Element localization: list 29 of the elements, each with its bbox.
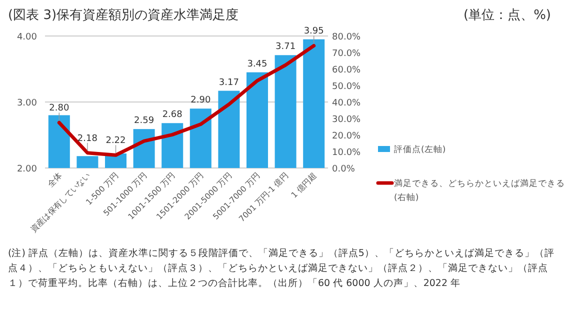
text: (単位：点、%): [464, 7, 551, 24]
y2-tick-label: 40.0%: [332, 98, 362, 108]
y2-tick-label: 50.0%: [332, 82, 362, 92]
y2-tick-label: 60.0%: [332, 66, 362, 76]
y2-tick-label: 0.0%: [332, 164, 356, 174]
x-tick-label: 全体: [46, 171, 64, 189]
y-tick-label: 4.00: [16, 32, 38, 42]
chart-title: (図表 3)保有資産額別の資産水準満足度: [8, 7, 239, 24]
data-label: 2.90: [190, 96, 211, 106]
y2-tick-label: 20.0%: [332, 132, 362, 142]
data-label: 3.17: [218, 78, 239, 88]
y-tick-label: 2.00: [16, 164, 38, 174]
x-tick-label: 1 億円超: [290, 171, 318, 200]
y-tick-label: 3.00: [16, 98, 38, 108]
legend-label: 評価点(左軸): [394, 144, 446, 155]
data-label: 3.71: [276, 42, 296, 52]
data-label: 2.59: [134, 116, 154, 126]
data-label: 2.22: [106, 136, 126, 146]
data-label: 2.68: [162, 110, 183, 120]
data-label: 3.95: [304, 26, 324, 37]
legend-label: 満足できる、どちらかといえば満足できる(右軸): [394, 178, 565, 203]
data-label: 2.18: [77, 134, 98, 144]
data-label: 3.45: [247, 59, 268, 70]
y2-tick-label: 70.0%: [332, 49, 362, 59]
data-label: 2.80: [49, 104, 70, 114]
y2-tick-label: 10.0%: [332, 148, 362, 158]
text: (注) 評点（左軸）は、資産水準に関する５段階評価で、「満足できる」（評点5）、「どちらかといえば満足できる」（評点４）、「どちらともいえない」（評点３）、「どちらかといえば満足できない」（評点２）、「満足できない」（評点１）で荷重平均。比率（右軸）は、上位２つの合計比率。（出所）「60 代 6000 人の声」、2022 年: [8, 247, 556, 291]
y2-tick-label: 80.0%: [332, 32, 362, 42]
y2-tick-label: 30.0%: [332, 115, 362, 125]
